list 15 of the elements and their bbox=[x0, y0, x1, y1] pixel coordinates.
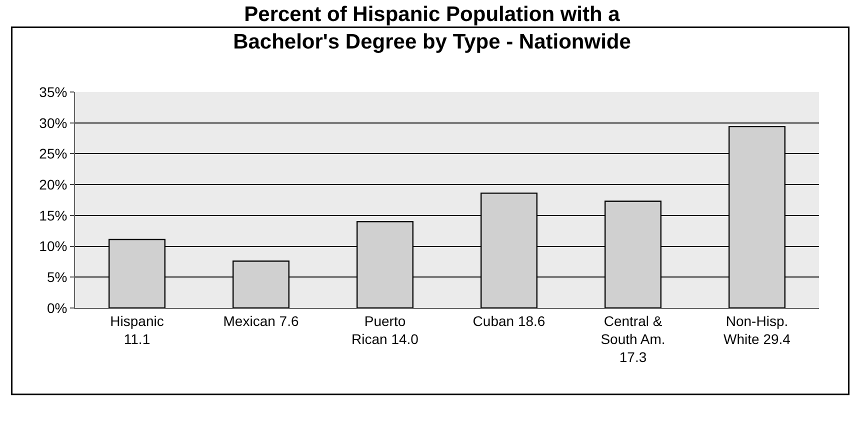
y-tick-label: 35% bbox=[39, 84, 68, 100]
y-tick-label: 10% bbox=[39, 238, 68, 254]
x-tick-label: Central & South Am. 17.3 bbox=[600, 312, 666, 366]
y-tick-label: 15% bbox=[39, 207, 68, 224]
y-tick-label: 25% bbox=[39, 146, 68, 162]
x-tick-label: Cuban 18.6 bbox=[472, 312, 546, 329]
x-tick-label: Hispanic 11.1 bbox=[110, 312, 164, 347]
y-tick-label: 0% bbox=[46, 300, 68, 316]
x-tick-label: Puerto Rican 14.0 bbox=[352, 312, 419, 347]
x-tick-label: Mexican 7.6 bbox=[223, 312, 299, 329]
y-tick-label: 5% bbox=[46, 269, 68, 286]
y-tick-label: 30% bbox=[39, 114, 68, 131]
y-tick-label: 20% bbox=[39, 176, 68, 192]
x-tick-label: Non-Hisp. White 29.4 bbox=[724, 312, 791, 347]
chart-title: Percent of Hispanic Population with a Bachelor's Degree by Type - Nationwide bbox=[233, 3, 631, 54]
